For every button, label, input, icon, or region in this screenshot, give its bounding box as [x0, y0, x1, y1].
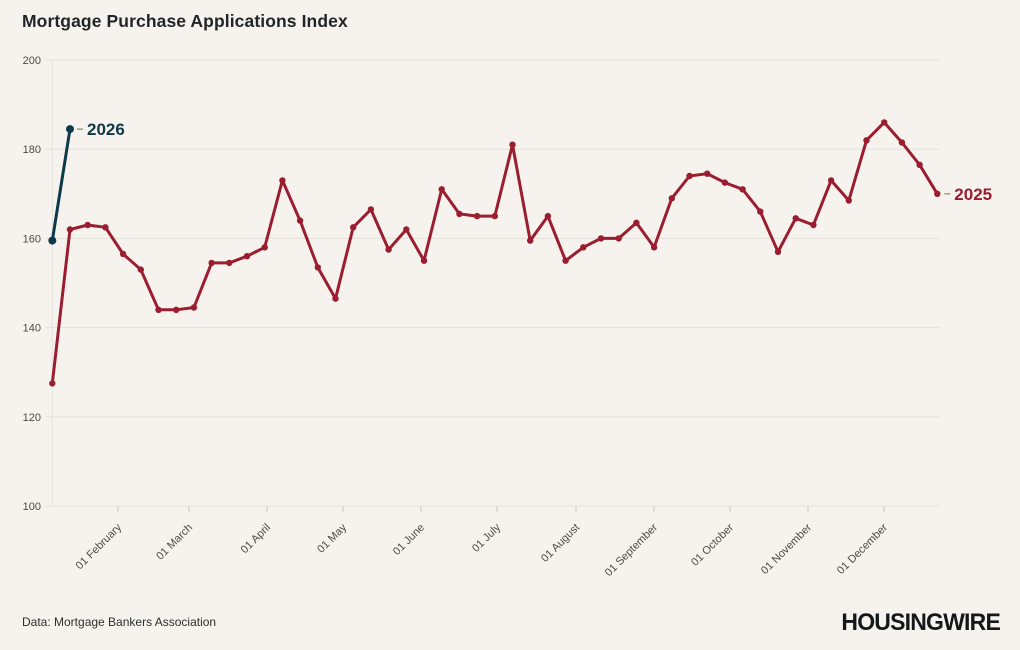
x-axis-tick-label: 01 March: [154, 522, 195, 563]
data-point-2025[interactable]: [49, 380, 56, 387]
y-axis-tick-label: 160: [23, 233, 41, 245]
data-source-note: Data: Mortgage Bankers Association: [22, 615, 217, 629]
data-point-2025[interactable]: [916, 161, 923, 168]
data-point-2025[interactable]: [509, 141, 516, 148]
data-point-2025[interactable]: [403, 226, 410, 233]
data-point-2025[interactable]: [367, 206, 375, 213]
housingwire-logo: HOUSINGWIRE: [841, 608, 1000, 636]
chart-area: 100 120 140 160 180 200 01 February 01 March 01 …: [23, 55, 992, 579]
data-point-2025[interactable]: [562, 257, 569, 264]
data-point-2025[interactable]: [792, 215, 799, 222]
y-axis-tick-label: 140: [23, 323, 41, 335]
footer: Data: Mortgage Bankers Association HOUSI…: [0, 608, 1020, 642]
data-point-2025[interactable]: [527, 237, 534, 244]
y-axis-tick-label: 120: [23, 412, 41, 424]
chart-canvas: 100 120 140 160 180 200 01 February 01 March 01 …: [23, 55, 992, 579]
data-point-2025[interactable]: [757, 208, 764, 215]
data-point-2025[interactable]: [190, 304, 198, 311]
data-point-2025[interactable]: [934, 190, 941, 197]
data-point-2025[interactable]: [173, 306, 180, 313]
data-point-2025[interactable]: [650, 244, 658, 251]
y-axis-tick-label: 180: [23, 144, 41, 156]
data-point-2025[interactable]: [456, 210, 463, 218]
series-line-2026: [50, 127, 72, 243]
data-point-2025[interactable]: [863, 137, 870, 144]
data-point-2025[interactable]: [827, 177, 835, 184]
data-point-2025[interactable]: [881, 119, 888, 126]
data-point-2025[interactable]: [261, 244, 268, 251]
page-title: Mortgage Purchase Applications Index: [22, 11, 348, 31]
data-point-2025[interactable]: [544, 212, 552, 220]
x-axis-tick-label: 01 August: [539, 522, 582, 565]
data-point-2025[interactable]: [226, 259, 233, 267]
x-axis-tick-label: 01 December: [835, 521, 890, 576]
x-axis-tick-label: 01 July: [470, 521, 503, 554]
x-axis-tick-label: 01 April: [239, 522, 273, 556]
data-point-2025[interactable]: [350, 224, 357, 231]
series-label-2026: 2026: [87, 120, 125, 139]
data-point-2025[interactable]: [385, 246, 392, 253]
data-point-2025[interactable]: [580, 244, 587, 251]
data-point-2026[interactable]: [66, 125, 74, 134]
data-point-2025[interactable]: [155, 306, 162, 313]
x-axis-tick-label: 01 February: [74, 521, 125, 572]
x-axis-tick-label: 01 November: [759, 521, 814, 576]
data-point-2025[interactable]: [208, 259, 215, 267]
data-point-2025[interactable]: [438, 186, 445, 193]
data-point-2025[interactable]: [721, 179, 729, 186]
data-point-2025[interactable]: [597, 235, 605, 242]
data-point-2025[interactable]: [314, 264, 321, 271]
x-axis-tick-label: 01 September: [603, 521, 661, 579]
data-point-2025[interactable]: [686, 172, 693, 180]
data-point-2025[interactable]: [491, 212, 498, 220]
data-point-2025[interactable]: [704, 170, 711, 177]
data-point-2026[interactable]: [48, 236, 57, 245]
data-point-2025[interactable]: [473, 212, 481, 220]
data-point-2025[interactable]: [420, 257, 428, 264]
data-point-2025[interactable]: [279, 177, 286, 184]
y-axis-tick-label: 100: [23, 501, 41, 513]
data-point-2025[interactable]: [898, 139, 906, 146]
data-point-2025[interactable]: [668, 195, 675, 202]
data-point-2025[interactable]: [243, 253, 251, 260]
series-line-2025: [50, 120, 939, 385]
data-point-2025[interactable]: [296, 217, 304, 224]
data-point-2025[interactable]: [84, 221, 91, 229]
data-point-2025[interactable]: [102, 224, 109, 231]
data-point-2025[interactable]: [119, 250, 127, 258]
data-point-2025[interactable]: [332, 295, 339, 302]
series-label-2025: 2025: [954, 185, 992, 204]
data-point-2025[interactable]: [615, 235, 622, 242]
data-point-2025[interactable]: [774, 248, 782, 255]
data-point-2025[interactable]: [810, 221, 817, 229]
x-axis-tick-label: 01 May: [315, 521, 349, 555]
data-point-2025[interactable]: [845, 197, 852, 204]
data-point-2025[interactable]: [633, 219, 640, 226]
data-point-2025[interactable]: [137, 266, 144, 273]
y-axis-tick-label: 200: [23, 55, 41, 67]
x-axis-tick-label: 01 October: [689, 521, 736, 568]
data-point-2025[interactable]: [739, 186, 746, 193]
x-axis-tick-label: 01 June: [391, 522, 427, 558]
data-point-2025[interactable]: [66, 226, 74, 233]
